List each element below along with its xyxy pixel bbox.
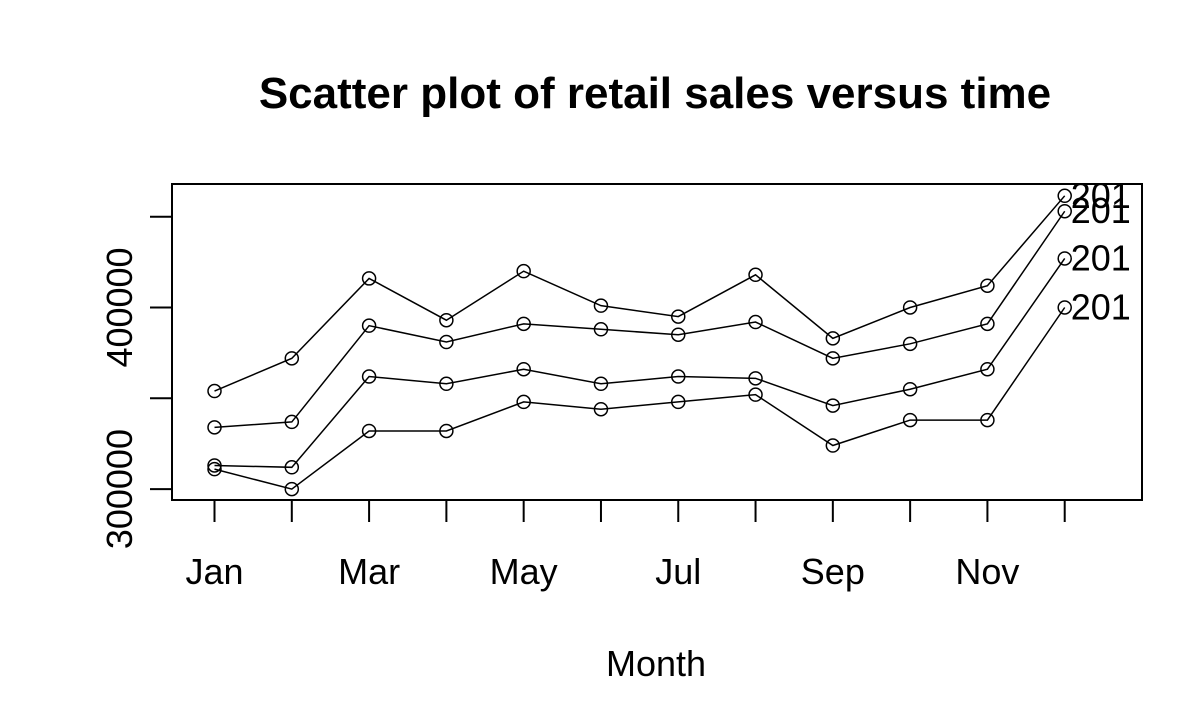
data-point [825, 351, 841, 366]
data-point [1057, 251, 1072, 266]
data-point [516, 394, 531, 410]
data-point [825, 398, 841, 413]
data-point [361, 423, 377, 439]
x-tick-label: Nov [955, 551, 1019, 592]
data-point [207, 420, 222, 435]
data-point [516, 263, 531, 279]
series-label: 201 [1071, 237, 1131, 278]
data-point [1057, 188, 1072, 204]
data-point [980, 278, 995, 293]
data-point [439, 423, 454, 439]
data-point [593, 322, 609, 337]
data-point [207, 383, 222, 399]
data-point [284, 481, 300, 497]
series-label: 201 [1071, 190, 1131, 231]
data-point [748, 387, 763, 402]
series-label: 201 [1071, 175, 1131, 216]
data-point [593, 376, 609, 392]
data-point [284, 351, 300, 366]
data-point [284, 414, 300, 430]
x-tick-label: Jan [185, 551, 243, 592]
data-point [748, 314, 763, 330]
data-point [516, 361, 531, 377]
data-point [671, 369, 686, 384]
data-point [671, 309, 686, 324]
data-point [748, 371, 763, 386]
data-point [207, 461, 222, 477]
data-point [593, 298, 609, 313]
data-point [439, 376, 454, 392]
data-point [825, 438, 841, 453]
data-point [361, 318, 377, 333]
data-point [671, 394, 686, 410]
x-tick-label: May [490, 551, 558, 592]
data-point [284, 460, 300, 475]
series-line [214, 307, 1066, 490]
data-point [980, 412, 995, 428]
series-line [214, 195, 1066, 392]
data-point [361, 369, 377, 384]
data-point [516, 316, 531, 332]
data-point [980, 361, 995, 377]
chart-title: Scatter plot of retail sales versus time [259, 69, 1051, 118]
x-tick-label: Mar [338, 551, 400, 592]
x-axis-label: Month [606, 643, 706, 684]
data-point [361, 271, 377, 286]
data-point [671, 327, 686, 342]
data-point [902, 381, 918, 397]
data-point [902, 300, 918, 315]
data-point [902, 336, 918, 352]
series-line [214, 210, 1066, 429]
data-point [439, 312, 454, 328]
data-point [902, 412, 918, 428]
plot-frame [171, 183, 1143, 501]
data-point [825, 331, 841, 346]
data-point [748, 267, 763, 283]
series-label: 201 [1071, 286, 1131, 327]
data-point [980, 316, 995, 332]
data-point [1057, 300, 1072, 315]
x-tick-label: Jul [655, 551, 701, 592]
series-line [214, 258, 1066, 469]
data-point [207, 458, 222, 473]
data-point [439, 334, 454, 350]
x-tick-label: Sep [801, 551, 865, 592]
y-tick-label: 300000 [99, 429, 140, 549]
data-point [1057, 203, 1072, 219]
y-tick-label: 400000 [99, 247, 140, 367]
data-point [593, 401, 609, 417]
